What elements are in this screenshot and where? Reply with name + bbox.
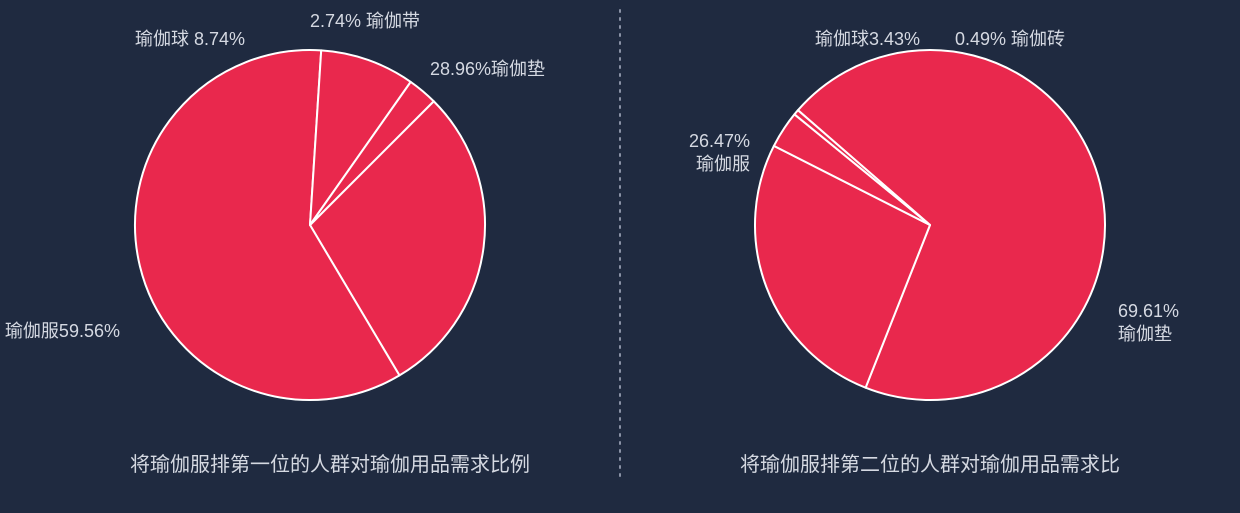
chart-canvas: 28.96%瑜伽垫瑜伽服59.56% 瑜伽球 8.74% 2.74% 瑜伽带将瑜伽服…	[0, 0, 1240, 513]
slice-label-yoga-brick: 0.49% 瑜伽砖	[955, 28, 1065, 51]
pie-chart-left	[135, 50, 485, 400]
slice-label-yoga-mat: 69.61%瑜伽垫	[1118, 300, 1179, 345]
slice-label-yoga-wear: 26.47%瑜伽服	[689, 130, 750, 175]
pie-chart-right-caption: 将瑜伽服排第二位的人群对瑜伽用品需求比	[740, 448, 1120, 477]
slice-label-yoga-mat: 28.96%瑜伽垫	[430, 58, 545, 81]
pie-chart-left-caption: 将瑜伽服排第一位的人群对瑜伽用品需求比例	[130, 448, 530, 477]
svg-layer	[0, 0, 1240, 513]
slice-label-yoga-ball: 瑜伽球3.43%	[815, 28, 920, 51]
slice-label-yoga-strap: 2.74% 瑜伽带	[310, 10, 420, 33]
slice-label-yoga-ball: 瑜伽球 8.74%	[135, 28, 245, 51]
slice-label-yoga-wear: 瑜伽服59.56%	[5, 320, 120, 343]
pie-chart-right	[755, 50, 1105, 400]
